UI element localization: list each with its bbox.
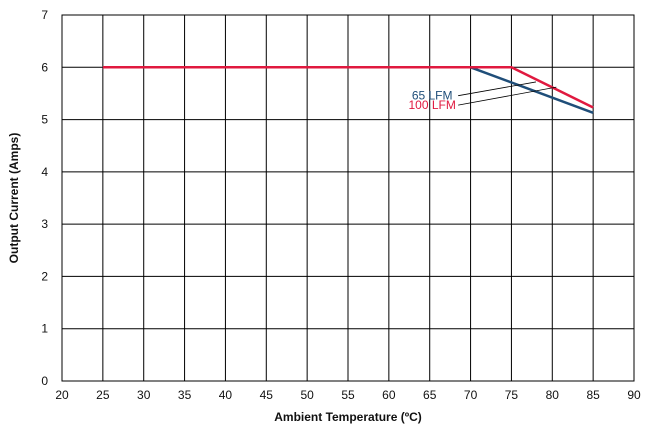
x-tick-label: 55	[341, 388, 355, 402]
series-line-100-lfm	[102, 66, 594, 109]
annotation-leader-line	[458, 81, 537, 97]
y-tick-label: 4	[41, 165, 48, 179]
y-tick-label: 5	[41, 113, 48, 127]
x-tick-label: 30	[137, 388, 151, 402]
x-tick-label: 70	[464, 388, 478, 402]
x-tick-labels: 20 25 30 35 40 45 50 55 60 65 70 75 80 85 90	[55, 388, 641, 402]
x-axis-title: Ambient Temperature (ºC)	[274, 410, 422, 424]
plot-frame	[61, 14, 635, 382]
x-tick-label: 20	[55, 388, 69, 402]
series-lines	[102, 66, 594, 114]
x-tick-label: 75	[505, 388, 519, 402]
y-tick-label: 6	[41, 60, 48, 74]
x-tick-label: 45	[260, 388, 274, 402]
y-tick-label: 1	[41, 322, 48, 336]
y-tick-label: 2	[41, 269, 48, 283]
x-tick-label: 35	[178, 388, 192, 402]
y-tick-label: 7	[41, 8, 48, 22]
x-tick-label: 80	[546, 388, 560, 402]
y-axis-title: Output Current (Amps)	[7, 133, 21, 264]
y-tick-label: 0	[41, 374, 48, 388]
y-tick-label: 3	[41, 217, 48, 231]
grid	[61, 14, 635, 382]
x-tick-label: 65	[423, 388, 437, 402]
x-tick-label: 90	[627, 388, 641, 402]
x-tick-label: 40	[219, 388, 233, 402]
annotation-label: 100 LFM	[408, 98, 455, 112]
x-tick-label: 50	[300, 388, 314, 402]
annotation-label: 65 LFM	[412, 89, 453, 103]
annotation-leader-line	[458, 86, 557, 106]
y-tick-labels: 0 1 2 3 4 5 6 7	[41, 8, 48, 388]
x-tick-label: 85	[586, 388, 600, 402]
x-tick-label: 60	[382, 388, 396, 402]
x-tick-label: 25	[96, 388, 110, 402]
